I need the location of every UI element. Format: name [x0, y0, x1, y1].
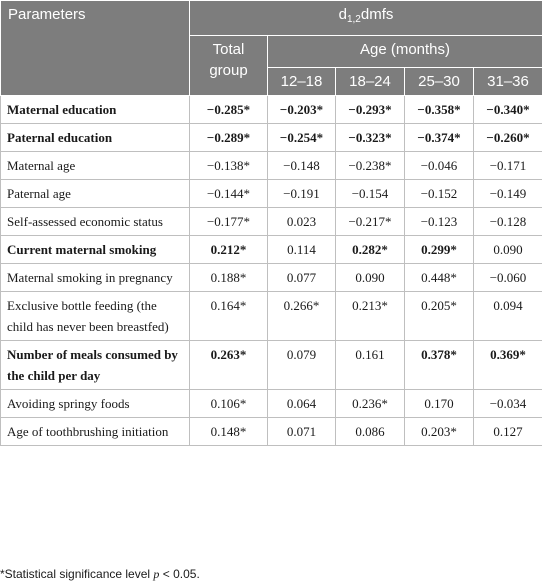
table-cell: −0.340* [472, 95, 542, 124]
row-label: Maternal smoking in pregnancy [0, 263, 190, 292]
footnote-p: p [153, 567, 160, 581]
age-months-header: Age (months) [266, 35, 542, 68]
table-row: Maternal age −0.138* −0.148 −0.238* −0.046 −0… [0, 151, 542, 180]
table-cell: −0.289* [189, 123, 268, 152]
measure-sub: 1,2 [346, 14, 361, 25]
table-cell: 0.114 [267, 235, 336, 264]
table-cell: −0.374* [404, 123, 474, 152]
table-cell: −0.177* [189, 207, 268, 236]
age-group-header: 31–36 [472, 67, 542, 96]
table-cell: 0.378* [404, 340, 474, 390]
measure-header: d1,2dmfs [188, 0, 542, 36]
table-body: Maternal education −0.285* −0.203* −0.293* −… [0, 95, 542, 446]
table-cell: −0.138* [189, 151, 268, 180]
table-cell: 0.064 [267, 389, 336, 418]
row-label: Maternal age [0, 151, 190, 180]
table-cell: 0.071 [267, 417, 336, 446]
table-cell: 0.282* [335, 235, 405, 264]
table-cell: −0.034 [472, 389, 542, 418]
table-cell: −0.238* [335, 151, 405, 180]
age-group-header: 12–18 [267, 67, 336, 96]
table-cell: 0.170 [404, 389, 474, 418]
row-label: Paternal education [0, 123, 190, 152]
table-cell: 0.148* [189, 417, 268, 446]
table-cell: −0.171 [472, 151, 542, 180]
table-row: Maternal education −0.285* −0.203* −0.293* −… [0, 95, 542, 124]
table-cell: 0.094 [472, 291, 542, 341]
table-cell: −0.217* [335, 207, 405, 236]
row-label: Age of toothbrushing initiation [0, 417, 190, 446]
table-row: Paternal education −0.289* −0.254* −0.323* −… [0, 123, 542, 152]
table-cell: 0.090 [472, 235, 542, 264]
table-cell: 0.236* [335, 389, 405, 418]
total-group-header: Total group [189, 35, 268, 96]
table-row: Current maternal smoking 0.212* 0.114 0.282… [0, 235, 542, 264]
table-row: Maternal smoking in pregnancy 0.188* 0.077… [0, 263, 542, 292]
table-row: Exclusive bottle feeding (the child has … [0, 291, 542, 341]
footnote-suffix: < 0.05. [159, 567, 200, 581]
table-cell: 0.106* [189, 389, 268, 418]
table-cell: 0.448* [404, 263, 474, 292]
correlation-table: Parameters d1,2dmfs Total group Age (mon… [0, 0, 542, 446]
table-cell: 0.161 [335, 340, 405, 390]
table-cell: 0.263* [189, 340, 268, 390]
table-cell: −0.148 [267, 151, 336, 180]
table-cell: −0.152 [404, 179, 474, 208]
table-cell: −0.254* [267, 123, 336, 152]
table-cell: 0.077 [267, 263, 336, 292]
table-cell: 0.188* [189, 263, 268, 292]
table-cell: −0.128 [472, 207, 542, 236]
table-cell: 0.299* [404, 235, 474, 264]
table-cell: −0.358* [404, 95, 474, 124]
table-cell: 0.205* [404, 291, 474, 341]
footnote-prefix: *Statistical significance level [0, 567, 154, 581]
table-cell: 0.164* [189, 291, 268, 341]
table-cell: 0.266* [267, 291, 336, 341]
parameters-header: Parameters [0, 0, 190, 96]
table-cell: −0.191 [267, 179, 336, 208]
table-cell: 0.086 [335, 417, 405, 446]
header-row-1: Parameters d1,2dmfs [0, 0, 542, 96]
table-cell: −0.123 [404, 207, 474, 236]
age-group-header: 18–24 [335, 67, 405, 96]
table-cell: 0.369* [472, 340, 542, 390]
table-row: Self-assessed economic status −0.177* 0.02… [0, 207, 542, 236]
table-cell: −0.154 [335, 179, 405, 208]
row-label: Paternal age [0, 179, 190, 208]
table-row: Avoiding springy foods 0.106* 0.064 0.236* 0… [0, 389, 542, 418]
table-cell: −0.293* [335, 95, 405, 124]
table-cell: −0.046 [404, 151, 474, 180]
table-row: Paternal age −0.144* −0.191 −0.154 −0.152 −0.… [0, 179, 542, 208]
row-label: Exclusive bottle feeding (the child has … [0, 291, 190, 341]
row-label: Avoiding springy foods [0, 389, 190, 418]
table-cell: 0.127 [472, 417, 542, 446]
table-cell: −0.149 [472, 179, 542, 208]
table-cell: 0.090 [335, 263, 405, 292]
table-cell: 0.079 [267, 340, 336, 390]
table-cell: −0.260* [472, 123, 542, 152]
table-row: Number of meals consumed by the child pe… [0, 340, 542, 390]
row-label: Number of meals consumed by the child pe… [0, 340, 190, 390]
age-group-header: 25–30 [404, 67, 474, 96]
row-label: Current maternal smoking [0, 235, 190, 264]
table-cell: −0.285* [189, 95, 268, 124]
table-cell: −0.203* [267, 95, 336, 124]
row-label: Self-assessed economic status [0, 207, 190, 236]
header-row-3: 12–18 18–24 25–30 31–36 [1, 67, 542, 96]
table-cell: −0.144* [189, 179, 268, 208]
table-cell: 0.213* [335, 291, 405, 341]
row-label: Maternal education [0, 95, 190, 124]
header-row-2: Total group Age (months) [1, 35, 542, 96]
table-cell: −0.060 [472, 263, 542, 292]
table-cell: 0.023 [267, 207, 336, 236]
measure-rest: dmfs [360, 6, 394, 23]
footnote: *Statistical significance level p < 0.05… [0, 567, 200, 582]
table-cell: 0.212* [189, 235, 268, 264]
table-cell: 0.203* [404, 417, 474, 446]
table-cell: −0.323* [335, 123, 405, 152]
table-row: Age of toothbrushing initiation 0.148* 0.0… [0, 417, 542, 446]
measure-main: d [338, 6, 347, 23]
